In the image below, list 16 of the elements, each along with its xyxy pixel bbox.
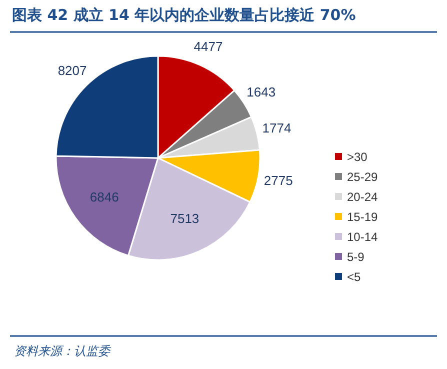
chart-title: 图表 42 成立 14 年以内的企业数量占比接近 70% (12, 6, 356, 24)
data-label: 1643 (246, 84, 276, 100)
data-label: 6846 (90, 189, 119, 204)
legend-label: 10-14 (347, 230, 378, 244)
legend-label: <5 (347, 270, 362, 284)
text: 资料来源：认监委 (14, 344, 112, 358)
data-label: 7513 (170, 211, 200, 226)
data-label: 4477 (194, 38, 223, 54)
legend-label: 25-29 (347, 170, 378, 184)
legend-label: >30 (347, 150, 368, 164)
legend-label: 20-24 (347, 190, 378, 204)
data-label: 2775 (264, 172, 293, 188)
data-label: 8207 (58, 63, 87, 78)
legend-label: 15-19 (347, 210, 378, 224)
data-label: 1774 (262, 120, 292, 136)
legend-label: 5-9 (347, 250, 365, 264)
